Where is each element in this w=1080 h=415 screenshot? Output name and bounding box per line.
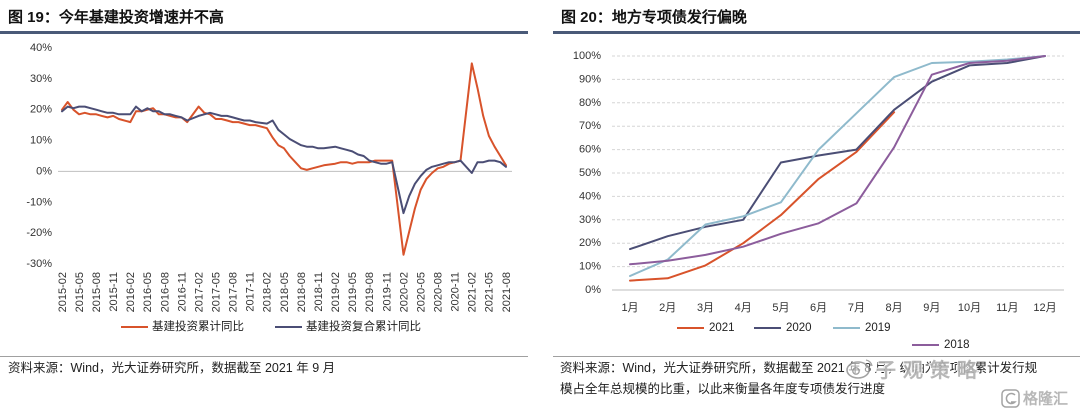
right-y-tick-label: 60% — [579, 144, 601, 156]
right-x-tick-label: 9月 — [923, 302, 940, 314]
series-line-2021 — [629, 111, 896, 282]
legend-label-infra-cumulative: 基建投资累计同比 — [152, 319, 244, 333]
legend-label-2018: 2018 — [944, 339, 970, 351]
left-x-tick-label: 2017-08 — [228, 272, 240, 312]
right-y-tick-label: 20% — [579, 237, 601, 249]
left-x-tick-label: 2015-02 — [57, 272, 69, 312]
left-y-tick-label: 10% — [30, 135, 52, 147]
right-x-tick-label: 6月 — [810, 302, 827, 314]
right-y-tick-label: 30% — [579, 214, 601, 226]
right-x-tick-label: 3月 — [697, 302, 714, 314]
right-y-tick-label: 80% — [579, 97, 601, 109]
series-line-2019 — [629, 55, 1046, 277]
left-x-tick-label: 2019-08 — [364, 272, 376, 312]
legend-label-infra-compound: 基建投资复合累计同比 — [306, 319, 421, 333]
left-y-tick-label: -10% — [26, 196, 52, 208]
right-y-tick-label: 10% — [579, 261, 601, 273]
right-chart-title: 图 20：地方专项债发行偏晚 — [561, 9, 747, 26]
left-x-tick-label: 2021-08 — [501, 272, 513, 312]
left-x-tick-label: 2016-05 — [142, 272, 154, 312]
right-x-tick-label: 2月 — [659, 302, 676, 314]
left-x-tick-label: 2016-02 — [125, 272, 137, 312]
left-chart-legend: 基建投资累计同比 基建投资复合累计同比 — [121, 319, 421, 333]
left-x-tick-label: 2020-02 — [398, 272, 410, 312]
legend-label-2021: 2021 — [709, 322, 735, 334]
left-source-note: 资料来源：Wind，光大证券研究所，数据截至 2021 年 9 月 — [8, 361, 336, 375]
left-x-tick-label: 2021-05 — [484, 272, 496, 312]
left-x-tick-label: 2015-05 — [74, 272, 86, 312]
left-y-tick-label: -30% — [26, 258, 52, 270]
right-x-tick-label: 5月 — [772, 302, 789, 314]
left-x-tick-label: 2019-11 — [381, 272, 393, 312]
left-x-tick-label: 2015-11 — [108, 272, 120, 312]
left-y-tick-label: 0% — [36, 165, 52, 177]
legend-label-2020: 2020 — [786, 322, 812, 334]
left-title-rule — [0, 31, 528, 34]
right-chart-legend: 2021 2020 2019 2018 — [677, 322, 970, 351]
right-x-tick-label: 4月 — [735, 302, 752, 314]
left-x-tick-label: 2017-05 — [211, 272, 223, 312]
left-y-tick-label: 40% — [30, 42, 52, 54]
left-note-rule — [0, 356, 528, 357]
series-line-2018 — [629, 55, 1046, 266]
right-y-tick-label: 90% — [579, 73, 601, 85]
series-line-infra-compound — [61, 105, 507, 215]
right-x-tick-label: 10月 — [958, 302, 981, 314]
series-line-infra-cumulative — [61, 62, 507, 256]
right-y-tick-label: 100% — [573, 50, 601, 62]
left-y-tick-label: -20% — [26, 227, 52, 239]
right-y-tick-label: 40% — [579, 190, 601, 202]
left-y-tick-label: 30% — [30, 73, 52, 85]
left-x-tick-label: 2018-08 — [296, 272, 308, 312]
right-x-tick-label: 12月 — [1033, 302, 1056, 314]
left-x-tick-label: 2018-02 — [262, 272, 274, 312]
left-x-tick-label: 2020-08 — [433, 272, 445, 312]
right-title-rule — [553, 31, 1080, 34]
left-x-tick-label: 2021-02 — [467, 272, 479, 312]
left-x-tick-label: 2020-11 — [450, 272, 462, 312]
right-x-tick-label: 7月 — [848, 302, 865, 314]
left-y-tick-label: 20% — [30, 104, 52, 116]
left-x-tick-label: 2016-11 — [176, 272, 188, 312]
right-note-rule — [553, 356, 1080, 357]
right-x-tick-label: 11月 — [996, 302, 1018, 314]
right-source-note-line-1: 资料来源：Wind，光大证券研究所，数据截至 2021 年 8 月，纵轴为专项债… — [560, 361, 1038, 375]
left-x-tick-label: 2019-02 — [330, 272, 342, 312]
left-chart-title: 图 19：今年基建投资增速并不高 — [8, 9, 224, 26]
series-line-2020 — [629, 55, 1046, 251]
right-y-tick-label: 70% — [579, 120, 601, 132]
left-x-tick-label: 2018-11 — [313, 272, 325, 312]
right-y-tick-label: 50% — [579, 167, 601, 179]
right-y-tick-label: 0% — [585, 284, 601, 296]
left-x-tick-label: 2015-08 — [91, 272, 103, 312]
left-x-tick-label: 2016-08 — [159, 272, 171, 312]
right-x-tick-label: 8月 — [886, 302, 903, 314]
left-x-tick-label: 2017-11 — [245, 272, 257, 312]
right-x-tick-label: 1月 — [621, 302, 638, 314]
right-source-note-line-2: 模占全年总规模的比重，以此来衡量各年度专项债发行进度 — [560, 382, 886, 396]
right-chart-plot: 0% 10% 20% 30% 40% 50% 60% 70% 80% 90% 100% 1月 2月 3月 4… — [573, 50, 1064, 314]
left-x-tick-label: 2018-05 — [279, 272, 291, 312]
legend-label-2019: 2019 — [865, 322, 891, 334]
left-x-tick-label: 2019-05 — [347, 272, 359, 312]
left-x-tick-label: 2020-05 — [415, 272, 427, 312]
left-chart-plot: 40% 30% 20% 10% 0% -10% -20% -30% 2015-02 2015-05… — [26, 42, 513, 312]
left-x-tick-label: 2017-02 — [193, 272, 205, 312]
